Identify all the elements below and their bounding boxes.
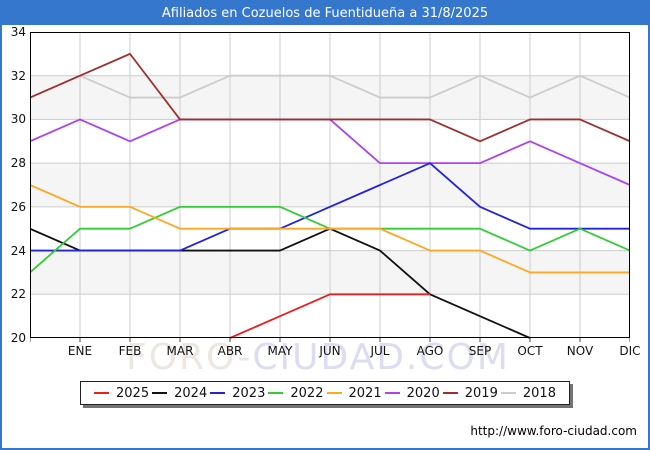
legend-swatch-2019 bbox=[442, 392, 458, 394]
series-line-2019 bbox=[30, 52, 630, 143]
series-line-2025 bbox=[229, 293, 430, 339]
legend-item-2023: 2023 bbox=[210, 386, 265, 401]
legend-label-2021: 2021 bbox=[348, 385, 382, 401]
y-tick-label-24: 24 bbox=[10, 243, 26, 258]
x-tick-label-oct: OCT bbox=[517, 344, 543, 358]
x-tick-label-ago: AGO bbox=[416, 344, 444, 358]
watermark: FORO-CIUDAD.COM bbox=[126, 337, 510, 378]
x-tick-label-jun: JUN bbox=[319, 344, 341, 358]
footer-url-link[interactable]: http://www.foro-ciudad.com bbox=[470, 424, 637, 438]
x-tick-label-feb: FEB bbox=[118, 344, 142, 358]
x-tick-label-ene: ENE bbox=[67, 344, 93, 358]
legend-item-2020: 2020 bbox=[384, 385, 440, 401]
legend-item-2022: 2022 bbox=[268, 386, 323, 401]
legend-item-2025: 2025 bbox=[94, 386, 149, 401]
legend-swatch-2021 bbox=[326, 392, 342, 394]
series-line-2023 bbox=[30, 162, 630, 252]
legend-item-2019: 2019 bbox=[442, 385, 498, 401]
x-tick-label-nov: NOV bbox=[566, 344, 594, 358]
legend-swatch-2023 bbox=[210, 392, 226, 394]
legend-label-2022: 2022 bbox=[290, 385, 324, 401]
legend-swatch-2018 bbox=[500, 392, 516, 394]
legend-swatch-2024 bbox=[152, 392, 168, 394]
y-tick-label-20: 20 bbox=[10, 331, 26, 345]
legend-label-2023: 2023 bbox=[232, 385, 266, 401]
legend-swatch-2022 bbox=[268, 392, 284, 394]
chart-title: Afiliados en Cozuelos de Fuentidueña a 3… bbox=[2, 2, 648, 25]
plot-area bbox=[30, 32, 630, 344]
series-line-2018 bbox=[30, 74, 630, 99]
legend-swatch-2025 bbox=[94, 392, 109, 394]
series-line-2021 bbox=[30, 184, 630, 274]
x-tick-label-sep: SEP bbox=[468, 344, 492, 358]
chart-legend: 2025 2024 2023 2022 2021 2020 2019 2018 bbox=[80, 381, 570, 405]
x-tick-label-dic: DIC bbox=[619, 344, 641, 358]
y-tick-label-26: 26 bbox=[10, 199, 26, 214]
x-tick-label-may: MAY bbox=[267, 344, 293, 358]
x-tick-label-abr: ABR bbox=[217, 344, 243, 358]
legend-label-2018: 2018 bbox=[522, 385, 556, 401]
y-tick-label-30: 30 bbox=[10, 112, 26, 127]
y-tick-label-28: 28 bbox=[10, 156, 26, 171]
legend-swatch-2020 bbox=[384, 392, 400, 394]
legend-label-2024: 2024 bbox=[174, 385, 208, 401]
legend-label-2025: 2025 bbox=[116, 385, 150, 401]
legend-item-2018: 2018 bbox=[500, 385, 556, 401]
x-tick-label-jul: JUL bbox=[370, 344, 390, 358]
legend-item-2021: 2021 bbox=[326, 385, 382, 401]
y-tick-label-32: 32 bbox=[10, 68, 26, 83]
line-chart-svg bbox=[30, 32, 630, 342]
y-tick-label-22: 22 bbox=[10, 287, 26, 302]
legend-label-2020: 2020 bbox=[406, 385, 440, 401]
legend-item-2024: 2024 bbox=[152, 386, 207, 401]
legend-label-2019: 2019 bbox=[464, 385, 498, 401]
plot-border bbox=[30, 32, 630, 338]
x-tick-label-mar: MAR bbox=[166, 344, 194, 358]
y-tick-label-34: 34 bbox=[10, 25, 26, 39]
watermark-part1: FORO- bbox=[126, 337, 253, 378]
watermark-part2: CIUDAD.COM bbox=[252, 337, 510, 378]
